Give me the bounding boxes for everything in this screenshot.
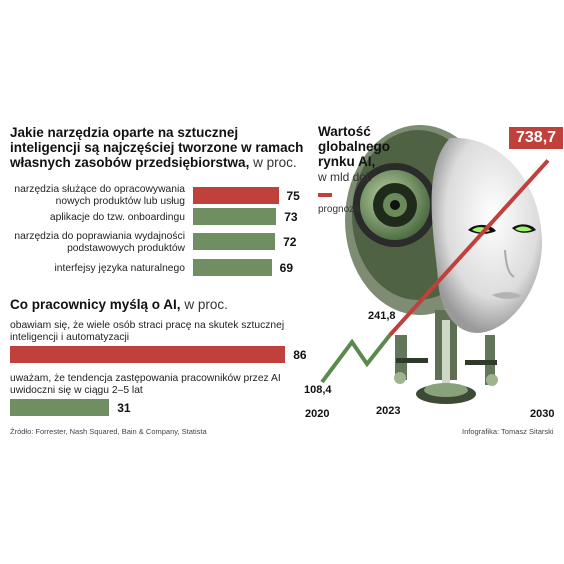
chart1-value-0: 75 — [286, 189, 300, 203]
chart1-label-3: interfejsy języka naturalnego — [54, 263, 185, 274]
chart2-value-0: 86 — [293, 348, 307, 362]
robot-illustration — [345, 125, 543, 404]
source-note: Źródło: Forrester, Nash Squared, Bain & … — [10, 427, 207, 436]
chart1-label-1: aplikacje do tzw. onboardingu — [49, 212, 185, 223]
legend-label-forecast: prognoza — [318, 204, 360, 215]
chart1-value-3: 69 — [279, 261, 294, 275]
chart1-bar-0 — [193, 187, 279, 204]
chart1-title: Jakie narzędzia oparte na sztucznej inte… — [10, 125, 304, 170]
value-label-2030: 738,7 — [509, 127, 564, 149]
legend-swatch-forecast — [318, 193, 332, 197]
credit-note: Infografika: Tomasz Sitarski — [462, 427, 554, 436]
chart1-label-0: narzędzia służące do opracowywania nowyc… — [14, 184, 185, 207]
chart2-bar-0 — [10, 346, 286, 363]
chart2-value-1: 31 — [117, 401, 131, 415]
year-label-2020: 2020 — [305, 408, 330, 420]
value-label-2020: 108,4 — [304, 384, 332, 396]
chart2-title: Co pracownicy myślą o AI, w proc. — [10, 297, 228, 312]
series-line-historical — [320, 333, 392, 384]
chart1-bar-2 — [193, 233, 276, 250]
chart1-label-2: narzędzia do poprawiania wydajności pods… — [14, 231, 185, 254]
series-line-forecast — [388, 159, 550, 337]
market-line-chart — [320, 159, 550, 384]
chart2-label-1: uważam, że tendencja zastępowania pracow… — [10, 373, 281, 396]
chart3-unit: w mld dol. — [318, 170, 373, 184]
chart1-bar-1 — [193, 208, 277, 225]
year-label-2030: 2030 — [530, 408, 555, 420]
chart2-bar-1 — [10, 399, 110, 416]
year-label-2023: 2023 — [376, 405, 401, 417]
chart1-bar-3 — [193, 259, 272, 276]
chart1-value-1: 73 — [284, 210, 298, 224]
chart3-title: Wartość globalnego rynku AI, — [318, 124, 390, 169]
chart2-label-0: obawiam się, że wiele osób straci pracę … — [10, 320, 285, 343]
chart1-value-2: 72 — [283, 235, 297, 249]
value-label-2023: 241,8 — [368, 310, 396, 322]
